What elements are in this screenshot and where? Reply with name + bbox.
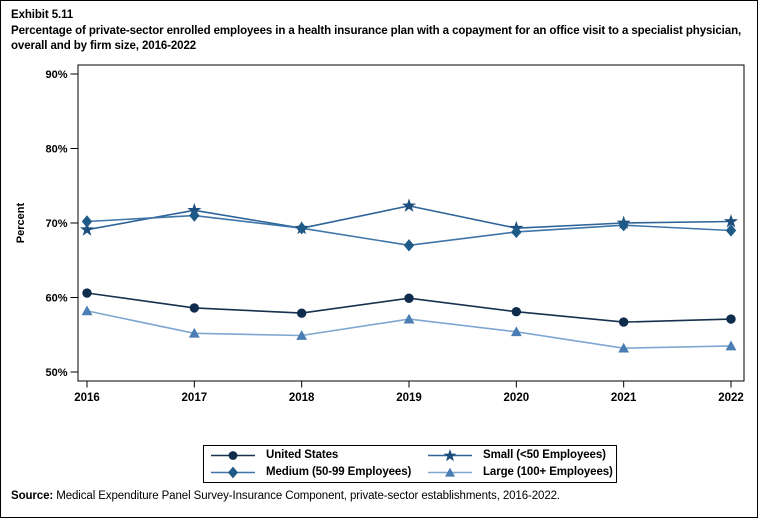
x-axis-tick-label: 2021 (611, 392, 637, 404)
legend-label: Medium (50-99 Employees) (266, 466, 412, 478)
y-axis-tick-label: 60% (45, 293, 67, 305)
circle-marker (82, 288, 92, 298)
legend-label: Large (100+ Employees) (483, 466, 613, 478)
circle-marker (404, 293, 414, 303)
series-markers-united-states (82, 288, 736, 327)
circle-marker (511, 306, 522, 317)
exhibit-label: Exhibit 5.11 (11, 9, 74, 21)
diamond-marker (189, 209, 200, 222)
y-axis-title: Percent (15, 202, 27, 243)
chart-legend: United States Small (<50 Employees) Medium… (203, 445, 617, 483)
series-markers-medium-50-99-employees (81, 209, 737, 252)
triangle-marker (618, 342, 630, 353)
diamond-legend-marker (211, 466, 255, 478)
y-axis-tick-label: 90% (45, 69, 67, 81)
legend-item-small-50-employees: Small (<50 Employees) (427, 448, 613, 463)
x-axis-tick-label: 2017 (182, 392, 208, 404)
triangle-marker (296, 330, 308, 340)
series-markers-large-100-employees (81, 305, 737, 353)
diamond-marker (511, 225, 522, 239)
x-axis-tick-label: 2022 (718, 392, 744, 404)
star-legend-marker (428, 448, 472, 461)
x-axis-tick-label: 2018 (289, 392, 315, 404)
source-note: Source: Medical Expenditure Panel Survey… (11, 490, 751, 502)
diamond-marker (403, 239, 415, 252)
diamond-marker (725, 224, 737, 237)
y-axis-tick-label: 80% (45, 144, 67, 156)
circle-legend-marker (211, 450, 255, 460)
legend-item-large-100-employees: Large (100+ Employees) (427, 465, 613, 480)
legend-item-medium-50-99-employees: Medium (50-99 Employees) (210, 465, 427, 480)
source-label: Source: (11, 490, 54, 502)
chart-title: Percentage of private-sector enrolled em… (11, 24, 742, 53)
star-marker (723, 214, 739, 228)
diamond-marker (618, 219, 629, 232)
circle-marker (189, 303, 200, 313)
diamond-marker (81, 215, 93, 228)
legend-label: Small (<50 Employees) (483, 449, 606, 461)
triangle-marker (188, 327, 200, 338)
x-axis-tick-label: 2020 (504, 392, 530, 404)
y-axis-tick-label: 70% (45, 218, 67, 230)
circle-marker (726, 314, 736, 324)
circle-marker (618, 317, 629, 327)
y-axis-tick-label: 50% (45, 367, 67, 379)
star-marker (401, 198, 417, 212)
legend-label: United States (266, 449, 339, 461)
star-marker (79, 222, 95, 236)
triangle-marker (81, 305, 93, 316)
triangle-marker (510, 326, 522, 337)
legend-item-united-states: United States (210, 448, 427, 463)
chart-title-block: Exhibit 5.11 Percentage of private-secto… (11, 8, 751, 55)
triangle-marker (403, 313, 415, 324)
circle-marker (296, 308, 307, 318)
triangle-legend-marker (428, 467, 472, 477)
diamond-marker (296, 222, 307, 235)
x-axis-tick-label: 2016 (74, 392, 100, 404)
x-axis-tick-label: 2019 (396, 392, 422, 404)
source-text: Medical Expenditure Panel Survey-Insuran… (53, 490, 561, 502)
triangle-marker (725, 340, 737, 351)
